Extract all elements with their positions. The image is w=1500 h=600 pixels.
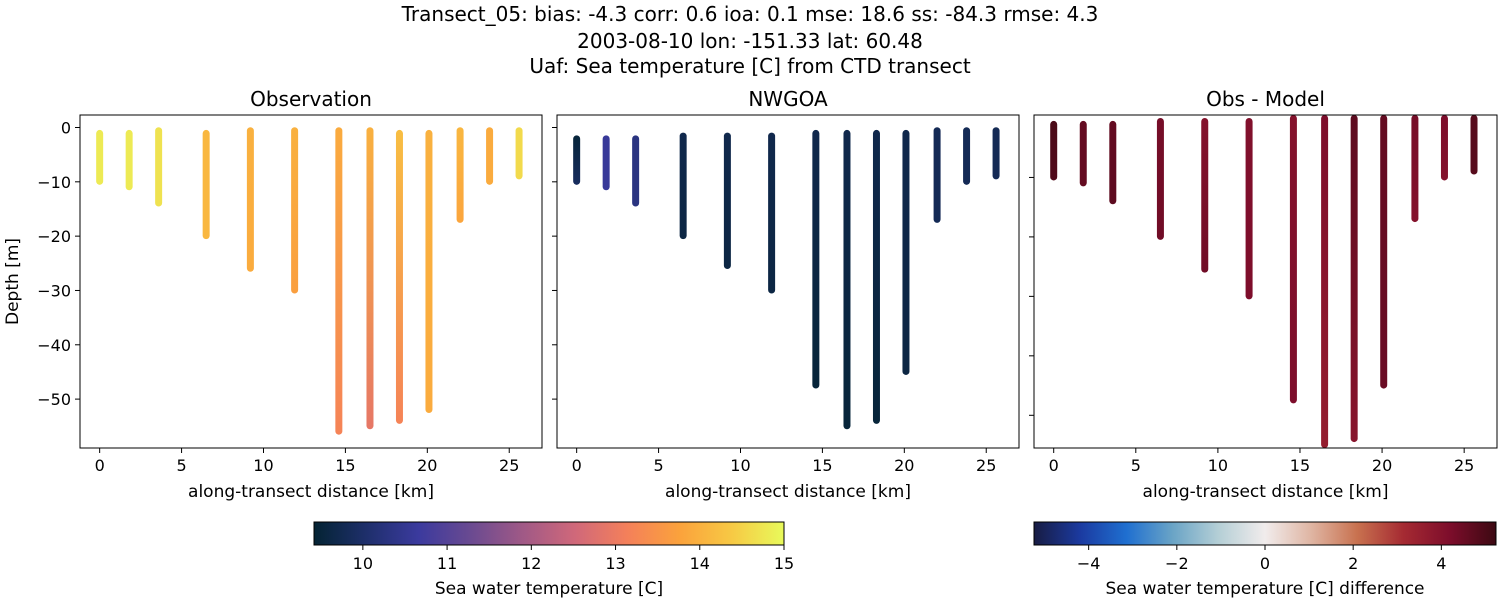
data-column [456, 127, 464, 223]
colorbar-gradient [313, 521, 785, 546]
data-column [335, 127, 343, 435]
colorbar-label: Sea water temperature [C] [435, 579, 663, 599]
colorbar-tick-label: 10 [353, 554, 373, 573]
x-tick-label: 25 [976, 456, 996, 475]
x-tick-label: 0 [95, 456, 105, 475]
data-column [1201, 117, 1209, 273]
data-column [425, 129, 433, 413]
data-column [768, 132, 776, 294]
x-tick-label: 10 [1208, 456, 1228, 475]
colorbar-tick-label: 13 [605, 554, 625, 573]
data-column [933, 127, 941, 223]
colorbar-gradient [1033, 521, 1497, 546]
data-column [723, 132, 731, 270]
data-column [486, 127, 494, 185]
axes-frame [556, 114, 1020, 449]
x-axis-label: along-transect distance [km] [188, 482, 434, 502]
data-column [202, 129, 210, 240]
y-tick-label: −30 [37, 281, 71, 300]
colorbar-tick-label: 2 [1348, 554, 1358, 573]
data-column [125, 129, 133, 191]
x-tick-label: 5 [653, 456, 663, 475]
colorbar-1: −4 −2 0 2 4 Sea water temperature [C] differe… [1033, 521, 1497, 599]
colorbar-tick-label: 15 [774, 554, 794, 573]
x-tick-label: 5 [1131, 456, 1141, 475]
data-column [872, 129, 880, 424]
axes-frame [79, 114, 543, 449]
colorbar-tick-label: 12 [521, 554, 541, 573]
data-column [963, 127, 971, 185]
data-column [395, 129, 403, 424]
x-tick-label: 15 [1290, 456, 1310, 475]
x-tick-label: 25 [1454, 456, 1474, 475]
title-line-3: Uaf: Sea temperature [C] from CTD transe… [529, 54, 971, 78]
y-tick-label: 0 [61, 118, 71, 137]
x-tick-label: 10 [253, 456, 273, 475]
data-column [1321, 115, 1329, 449]
colorbar-tick-label: 0 [1260, 554, 1270, 573]
data-column [291, 127, 299, 294]
data-column [1350, 115, 1358, 443]
data-column [96, 129, 104, 185]
x-tick-label: 10 [730, 456, 750, 475]
data-column [679, 132, 687, 240]
x-tick-label: 0 [1049, 456, 1059, 475]
colorbar-tick-label: 11 [437, 554, 457, 573]
x-axis-label: along-transect distance [km] [1143, 482, 1389, 502]
colorbar-tick-label: −2 [1165, 554, 1189, 573]
y-tick-label: −50 [37, 390, 71, 409]
data-column [366, 127, 374, 430]
y-axis-label: Depth [m] [3, 238, 23, 325]
y-tick-label: −10 [37, 173, 71, 192]
data-column [155, 127, 163, 207]
panel-2: Obs - Model 0 5 10 15 20 25 along-transect dist… [1029, 87, 1498, 502]
data-column [1440, 115, 1448, 181]
data-column [1245, 117, 1253, 300]
colorbar-tick-label: −4 [1077, 554, 1101, 573]
data-column [1289, 115, 1297, 404]
colorbar-0: 10 11 12 13 14 15 Sea water temperature [C] [313, 521, 794, 599]
data-column [812, 129, 820, 389]
data-column [1156, 117, 1164, 240]
y-tick-label: −40 [37, 336, 71, 355]
data-column [1411, 115, 1419, 223]
data-column [246, 127, 254, 272]
data-column [573, 135, 581, 185]
colorbar-label: Sea water temperature [C] difference [1105, 579, 1424, 599]
panel-title: Observation [250, 87, 372, 111]
x-tick-label: 25 [499, 456, 519, 475]
panel-0: Observation 0 5 10 15 20 25 0 −10 −20 −30 −40 −50 alo… [3, 87, 543, 502]
title-line-1: Transect_05: bias: -4.3 corr: 0.6 ioa: 0… [401, 2, 1099, 26]
data-column [992, 127, 1000, 180]
panel-title: Obs - Model [1206, 87, 1325, 111]
data-column [1380, 115, 1388, 389]
x-tick-label: 20 [417, 456, 437, 475]
x-tick-label: 0 [572, 456, 582, 475]
data-column [1470, 115, 1478, 175]
data-column [843, 129, 851, 430]
data-column [1109, 120, 1117, 205]
x-tick-label: 5 [176, 456, 186, 475]
data-column [632, 135, 640, 207]
x-tick-label: 20 [1372, 456, 1392, 475]
x-tick-label: 15 [335, 456, 355, 475]
x-tick-label: 15 [812, 456, 832, 475]
data-column [1079, 120, 1087, 187]
x-tick-label: 20 [894, 456, 914, 475]
axes-frame [1033, 114, 1498, 449]
panel-title: NWGOA [748, 87, 828, 111]
colorbar-tick-label: 14 [690, 554, 710, 573]
y-tick-label: −20 [37, 227, 71, 246]
title-line-2: 2003-08-10 lon: -151.33 lat: 60.48 [577, 29, 923, 53]
colorbar-tick-label: 4 [1436, 554, 1446, 573]
data-column [515, 127, 523, 180]
data-column [902, 129, 910, 375]
panel-1: NWGOA 0 5 10 15 20 25 along-transect distance [… [552, 87, 1020, 502]
data-column [1050, 120, 1058, 181]
data-column [602, 135, 610, 191]
x-axis-label: along-transect distance [km] [665, 482, 911, 502]
